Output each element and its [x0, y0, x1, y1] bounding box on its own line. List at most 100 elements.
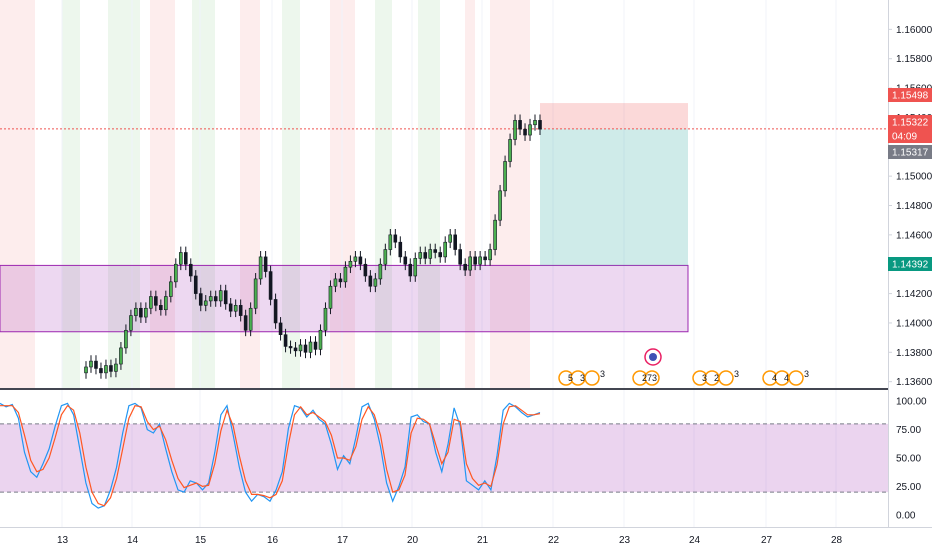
stochastic-tick-label: 100.00 — [896, 397, 927, 408]
event-count: 3 — [600, 369, 605, 379]
candle-body — [508, 139, 512, 162]
event-alert-icon — [649, 353, 657, 361]
candle-body — [174, 263, 178, 283]
stochastic-band — [0, 423, 888, 493]
candles — [84, 114, 542, 379]
time-tick-label: 20 — [407, 535, 419, 546]
price-tag-label: 1.15317 — [892, 148, 929, 159]
candle-body — [104, 365, 108, 374]
candle-body — [218, 290, 223, 302]
candle-body — [338, 278, 343, 283]
event-count: 4 — [784, 373, 789, 383]
session-band — [108, 0, 140, 389]
stochastic-axis[interactable]: 100.00 75.00 50.00 25.00 0.00 — [896, 397, 927, 522]
time-tick-label: 14 — [127, 535, 139, 546]
candle-body — [328, 285, 333, 309]
candle-body — [84, 366, 88, 374]
time-axis[interactable]: 13 14 15 16 17 20 21 22 23 24 27 28 — [57, 535, 843, 546]
time-tick-label: 28 — [831, 535, 843, 546]
candle-body — [114, 363, 118, 372]
candle-body — [418, 252, 423, 259]
price-tag-label: 1.15498 — [892, 91, 929, 102]
candle-body — [533, 120, 537, 126]
price-tag — [888, 145, 932, 159]
candle-body — [228, 303, 233, 312]
candle-body — [528, 124, 532, 136]
candle-body — [263, 256, 268, 272]
candle-body — [144, 307, 148, 318]
candle-body — [448, 234, 452, 243]
event-count: 2 — [714, 373, 719, 383]
session-band — [465, 0, 475, 389]
flag-icon — [644, 370, 660, 386]
event-count: 4 — [772, 373, 777, 383]
position-target-area[interactable] — [540, 128, 688, 266]
candle-body — [538, 120, 542, 130]
price-tags: 1.15498 1.15322 04:09 1.15317 1.14392 — [888, 88, 932, 271]
time-tick-label: 24 — [689, 535, 701, 546]
price-tick-label: 1.15800 — [896, 54, 932, 65]
candle-body — [193, 275, 198, 294]
flag-icon — [718, 370, 734, 386]
candle-body — [433, 249, 438, 253]
position-stop-area[interactable] — [540, 103, 688, 129]
stochastic-lines — [0, 402, 541, 509]
candle-body — [518, 120, 522, 130]
price-axis[interactable]: 1.160001.158001.156001.154001.150001.148… — [888, 25, 932, 388]
price-tick-label: 1.14600 — [896, 230, 932, 241]
candle-body — [383, 249, 388, 265]
time-tick-label: 21 — [477, 535, 489, 546]
candle-body — [443, 241, 448, 258]
price-tick-label: 1.16000 — [896, 25, 932, 36]
candle-body — [483, 256, 487, 261]
candle-body — [398, 241, 403, 258]
stochastic-tick-label: 0.00 — [896, 510, 916, 521]
candle-body — [358, 256, 363, 265]
candle-body — [413, 258, 418, 277]
time-tick-label: 22 — [548, 535, 560, 546]
price-tick-label: 1.13600 — [896, 377, 932, 388]
candle-body — [423, 252, 428, 259]
candle-body — [293, 347, 298, 352]
candle-body — [183, 252, 188, 265]
event-count: 273 — [642, 373, 657, 383]
candle-body — [313, 341, 318, 350]
candle-body — [198, 293, 203, 306]
candle-body — [318, 329, 323, 350]
event-count: 5 — [568, 373, 573, 383]
candle-body — [428, 249, 433, 259]
candle-body — [124, 329, 128, 349]
candle-body — [273, 299, 278, 324]
candle-body — [303, 344, 308, 353]
flag-icon — [788, 370, 804, 386]
candle-body — [408, 263, 413, 277]
candle-body — [119, 347, 123, 365]
candle-body — [109, 365, 113, 372]
candle-body — [333, 278, 338, 287]
candle-body — [178, 252, 183, 265]
candle-body — [169, 281, 173, 297]
candle-body — [233, 305, 238, 312]
candle-body — [403, 256, 408, 265]
price-tag-label: 1.14392 — [892, 260, 929, 271]
candle-body — [308, 341, 313, 353]
candle-body — [238, 305, 243, 316]
candle-body — [94, 360, 98, 369]
economic-events: 5 3 3 273 3 2 3 4 4 3 — [558, 348, 809, 386]
candle-body — [458, 249, 462, 265]
candle-body — [468, 256, 472, 271]
candle-body — [164, 296, 168, 311]
candle-body — [503, 161, 507, 192]
candle-body — [353, 256, 358, 262]
session-band — [375, 0, 392, 389]
price-tick-label: 1.13800 — [896, 348, 932, 359]
candle-body — [513, 120, 517, 140]
candle-body — [253, 278, 258, 309]
session-band — [490, 0, 530, 389]
session-band — [418, 0, 440, 389]
candle-body — [373, 278, 378, 287]
candle-body — [283, 334, 288, 347]
